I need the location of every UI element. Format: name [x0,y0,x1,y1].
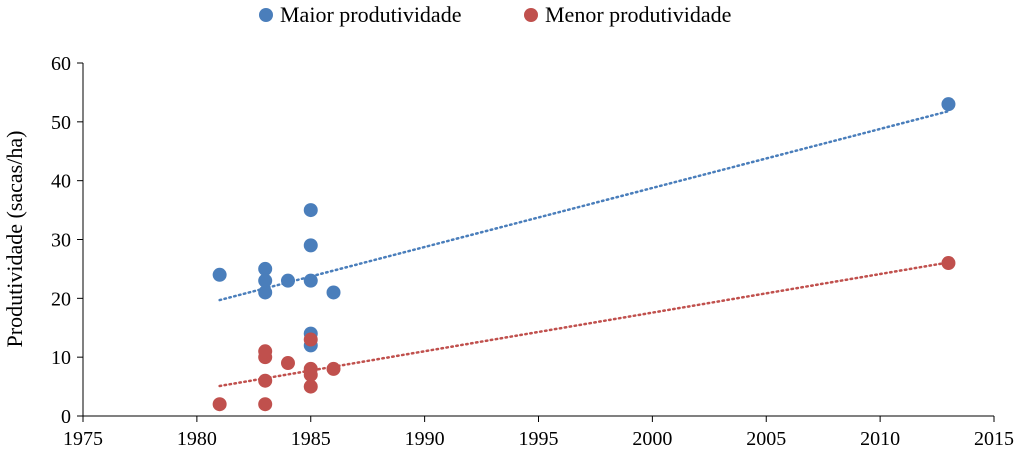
x-tick-label: 2005 [746,428,786,450]
y-tick-label: 10 [51,347,71,369]
legend-label: Menor produtividade [545,2,731,27]
y-tick-label: 20 [51,288,71,310]
x-tick-label: 2010 [860,428,900,450]
data-point-menor [941,256,956,271]
data-point-maior [258,285,273,300]
trendline-maior [218,109,950,302]
legend-label: Maior produtividade [280,2,461,27]
data-point-maior [303,203,318,218]
data-point-menor [258,344,273,359]
data-point-menor [280,356,295,371]
data-point-maior [303,273,318,288]
data-point-maior [258,273,273,288]
data-point-menor [258,373,273,388]
x-tick-label: 2015 [974,428,1014,450]
data-point-menor [303,367,318,382]
x-tick-label: 1975 [63,428,103,450]
y-tick-label: 50 [51,112,71,134]
x-tick-label: 1980 [177,428,217,450]
legend-marker [524,8,538,22]
y-tick-label: 40 [51,171,71,193]
axes: 0 10 20 30 40 50 60 1975 1980 1985 1990 1995 2000 200… [51,53,1014,450]
y-tick-label: 30 [51,230,71,252]
x-tick-label: 2000 [632,428,672,450]
data-point-maior [212,267,227,282]
legend-marker [259,8,273,22]
data-point-menor [326,361,341,376]
data-point-menor [212,397,227,412]
x-tick-label: 1985 [291,428,331,450]
y-tick-label: 60 [51,53,71,75]
trendline-menor [218,261,950,388]
data-point-menor [303,379,318,394]
x-tick-label: 1990 [405,428,445,450]
data-point-menor [303,332,318,347]
y-axis-title: Produtividade (sacas/ha) [2,131,27,348]
data-point-maior [280,273,295,288]
trendlines [218,109,950,388]
y-tick-label: 0 [61,406,71,428]
data-point-maior [258,261,273,276]
data-point-maior [326,285,341,300]
legend: Maior produtividade Menor produtividade [259,2,731,27]
data-point-maior [303,238,318,253]
data-point-menor [258,397,273,412]
x-tick-label: 1995 [519,428,559,450]
data-point-maior [941,97,956,112]
data-points [212,97,956,412]
